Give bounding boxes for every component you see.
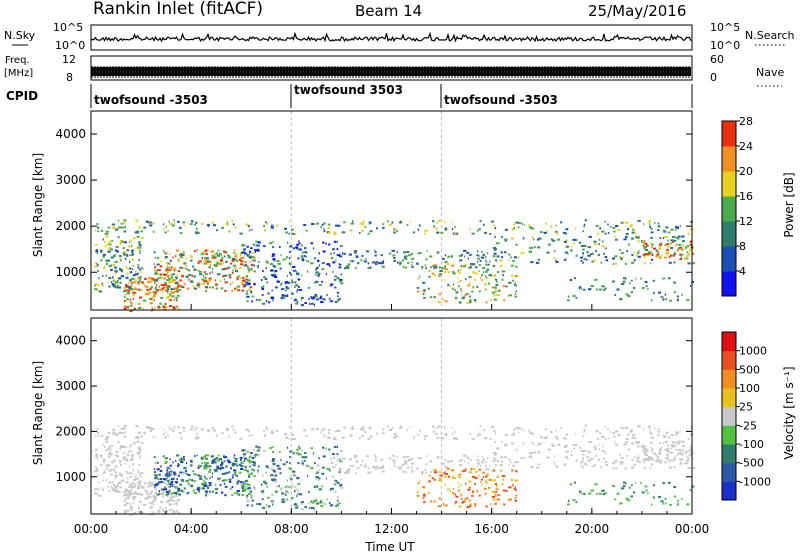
velocity-yticks: 1000 2000 3000 4000 (55, 334, 692, 484)
nsearch-tick-top: 10^5 (710, 21, 740, 34)
freq-tick-bottom: 8 (66, 71, 73, 84)
colorbar-tick-label: 28 (739, 115, 753, 128)
colorbar-tick-label: -100 (739, 438, 764, 451)
x-tick-label: 12:00 (374, 522, 409, 536)
y-tick-label: 1000 (55, 470, 86, 484)
date-title: 25/May/2016 (588, 2, 686, 20)
x-tick-label: 00:00 (675, 522, 710, 536)
velocity-colorbar: 1000 500 100 25 -25 -100 -500 -1000 (721, 331, 771, 501)
power-colorbar-label: Power [dB] (782, 172, 796, 237)
y-tick-label: 3000 (55, 173, 86, 187)
x-tick-label: 08:00 (274, 522, 309, 536)
colorbar-swatch (722, 481, 736, 501)
y-tick-label: 2000 (55, 219, 86, 233)
x-tick-label: 00:00 (74, 522, 109, 536)
freq-tick-top: 12 (62, 53, 76, 66)
y-tick-label: 2000 (55, 424, 86, 438)
colorbar-tick-label: 25 (739, 401, 753, 414)
beam-title: Beam 14 (355, 2, 422, 20)
nsky-trace (90, 31, 692, 43)
colorbar-swatch (722, 332, 736, 352)
power-scatter (94, 111, 696, 312)
colorbar-swatch (722, 246, 736, 272)
x-tick-label: 16:00 (474, 522, 509, 536)
colorbar-tick-label: 100 (739, 382, 760, 395)
cpid-segment-2: twofsound 3503 (294, 83, 403, 97)
colorbar-swatch (722, 146, 736, 172)
y-tick-label: 4000 (55, 127, 86, 141)
velocity-scatter (94, 318, 696, 516)
colorbar-swatch (722, 271, 736, 297)
velocity-ylabel: Slant Range [km] (31, 361, 45, 465)
nsky-tick-bottom: 10^0 (55, 39, 85, 52)
colorbar-swatch (722, 196, 736, 222)
cpid-segment-3: twofsound -3503 (444, 93, 558, 107)
y-tick-label: 3000 (55, 379, 86, 393)
nsky-tick-top: 10^5 (53, 21, 83, 34)
colorbar-tick-label: -1000 (739, 475, 771, 488)
colorbar-swatch (722, 444, 736, 464)
x-axis-label: Time UT (364, 540, 415, 554)
colorbar-swatch (722, 388, 736, 408)
freq-label-2: [MHz] (4, 68, 33, 79)
colorbar-swatch (722, 369, 736, 389)
nave-tick-bottom: 0 (710, 71, 717, 84)
power-colorbar: 4 8 12 16 20 24 28 (721, 115, 753, 297)
nsky-frame (90, 24, 693, 51)
power-yticks: 1000 2000 3000 4000 (55, 127, 692, 279)
freq-trace (91, 66, 691, 78)
nsky-label: N.Sky (4, 29, 36, 42)
cpid-label: CPID (6, 89, 38, 103)
colorbar-swatch (722, 406, 736, 426)
colorbar-swatch (722, 462, 736, 482)
colorbar-tick-label: 8 (739, 240, 746, 253)
nsearch-tick-bottom: 10^0 (710, 39, 740, 52)
colorbar-swatch (722, 121, 736, 147)
station-title: Rankin Inlet (fitACF) (93, 0, 263, 19)
nave-tick-top: 60 (710, 53, 724, 66)
colorbar-tick-label: 1000 (739, 345, 767, 358)
colorbar-tick-label: 20 (739, 165, 753, 178)
colorbar-tick-label: 16 (739, 190, 753, 203)
x-tick-label: 04:00 (174, 522, 209, 536)
x-tick-label: 20:00 (575, 522, 610, 536)
colorbar-swatch (722, 171, 736, 197)
colorbar-swatch (722, 350, 736, 370)
cpid-segment-1: twofsound -3503 (94, 93, 208, 107)
x-axis-ticks: 00:00 04:00 08:00 12:00 16:00 20:00 00:00 (74, 304, 710, 536)
colorbar-tick-label: -500 (739, 457, 764, 470)
nsearch-label: N.Search (745, 29, 795, 42)
colorbar-tick-label: 24 (739, 140, 753, 153)
freq-frame (90, 55, 693, 81)
nave-label: Nave (756, 66, 784, 79)
y-tick-label: 4000 (55, 334, 86, 348)
power-ylabel: Slant Range [km] (31, 153, 45, 257)
colorbar-swatch (722, 221, 736, 247)
colorbar-swatch (722, 425, 736, 445)
colorbar-tick-label: 500 (739, 363, 760, 376)
colorbar-tick-label: 12 (739, 215, 753, 228)
y-tick-label: 1000 (55, 265, 86, 279)
colorbar-tick-label: 4 (739, 265, 746, 278)
colorbar-tick-label: -25 (739, 419, 757, 432)
velocity-colorbar-label: Velocity [m s⁻¹] (782, 366, 796, 459)
freq-label-1: Freq. (5, 55, 30, 66)
